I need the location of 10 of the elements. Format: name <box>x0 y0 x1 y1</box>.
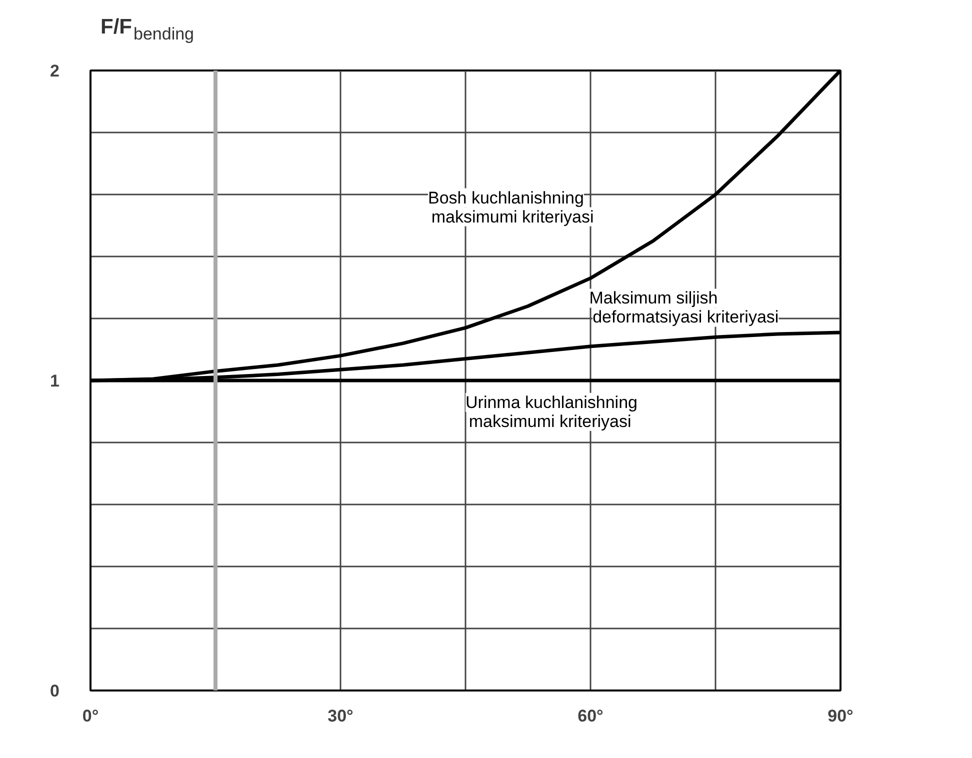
y-tick-label: 0 <box>50 682 60 700</box>
text: Bosh kuchlanishning maksimumi kriteriyasi <box>428 188 594 226</box>
y-tick-label: 2 <box>50 62 60 80</box>
series-label: Maksimum siljish deformatsiyasi kriteriyasi <box>589 288 779 327</box>
series-label: Urinma kuchlanishning maksimumi kriteriyasi <box>466 392 638 431</box>
x-tick-label: 30° <box>328 706 354 726</box>
x-tick-label: 90° <box>828 706 854 726</box>
x-tick-label: 60° <box>578 706 604 726</box>
x-tick-label: 0° <box>82 706 99 726</box>
y-tick-label: 1 <box>50 372 60 390</box>
